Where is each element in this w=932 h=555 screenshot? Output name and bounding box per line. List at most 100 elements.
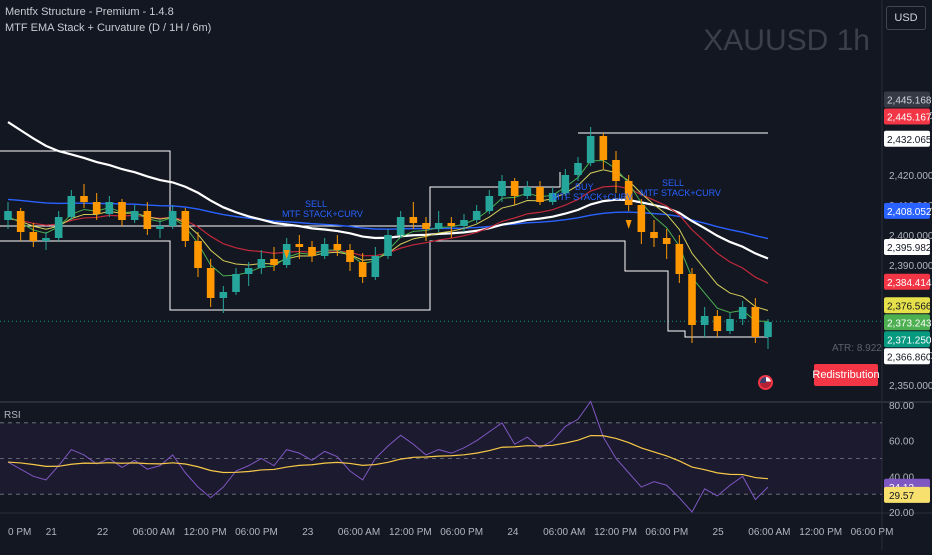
candle-body <box>244 268 253 274</box>
candle-body <box>320 244 329 256</box>
candle-body <box>498 181 506 196</box>
candle-body <box>700 316 709 325</box>
time-tick-label: 06:00 AM <box>338 527 380 538</box>
time-tick-label: 23 <box>302 527 314 538</box>
candle-body <box>206 268 215 298</box>
candle-body <box>751 307 760 337</box>
candle-body <box>308 247 316 256</box>
sell-arrow-marker <box>283 250 290 259</box>
candle-body <box>662 238 671 244</box>
candle-body <box>29 232 38 241</box>
price-tick-label: 2,350.000 <box>889 381 932 392</box>
candle-body <box>4 211 12 220</box>
rsi-tick-label: 20.00 <box>889 508 914 519</box>
rsi-pane-label[interactable]: RSI <box>4 410 21 421</box>
redistribution-badge[interactable]: Redistribution <box>812 364 880 386</box>
time-tick-label: 24 <box>507 527 519 538</box>
price-badge: 2,445.168 <box>887 95 932 106</box>
candle-body <box>675 244 684 274</box>
candle-body <box>422 223 430 229</box>
candle-body <box>548 193 557 202</box>
price-badge-bg <box>884 239 930 256</box>
candle-body <box>80 196 88 202</box>
candle-body <box>409 217 418 223</box>
candle-body <box>472 211 481 220</box>
time-tick-label: 06:00 PM <box>440 527 483 538</box>
candle-body <box>536 187 544 202</box>
time-tick-label: 25 <box>713 527 725 538</box>
candle-body <box>16 211 25 232</box>
rsi-badge: 29.57 <box>889 491 914 502</box>
time-tick-label: 12:00 PM <box>184 527 227 538</box>
sell-arrow-marker-2 <box>625 220 632 229</box>
price-tick-label: 2,420.000 <box>889 171 932 182</box>
sell-signal-label: SELL <box>305 199 328 209</box>
candle-body <box>599 136 608 160</box>
price-badge-bg <box>884 108 930 125</box>
price-badge-bg <box>884 348 930 365</box>
time-tick-label: 06:00 AM <box>748 527 790 538</box>
candle-body <box>523 187 532 196</box>
candle-body <box>624 181 633 205</box>
buy-signal-sublabel: MTF STACK+CURV <box>552 192 633 202</box>
rsi-line <box>7 400 769 513</box>
candle-body <box>257 259 266 268</box>
candle-body <box>396 217 405 235</box>
price-tick-label: 2,400.000 <box>889 231 932 242</box>
price-badge-bg <box>884 314 930 331</box>
candle-body <box>67 196 76 217</box>
structure-box-1 <box>0 150 171 227</box>
price-badge: 2,395.982 <box>887 243 932 254</box>
candle-body <box>460 220 468 226</box>
time-tick-label: 12:00 PM <box>594 527 637 538</box>
candle-body <box>371 256 380 277</box>
price-badge-bg <box>884 202 930 219</box>
candle-body <box>232 274 240 292</box>
rsi-tick-label: 40.00 <box>889 472 914 483</box>
candle-body <box>738 307 747 319</box>
time-tick-label: 06:00 AM <box>133 527 175 538</box>
candle-body <box>561 175 570 193</box>
rsi-ma-line <box>7 434 769 480</box>
us-flag-icon[interactable] <box>758 375 773 390</box>
candle-body <box>764 322 772 337</box>
candle-body <box>42 238 50 241</box>
price-badge: 2,373.243 <box>887 318 932 329</box>
candle-body <box>346 250 354 262</box>
indicator-legend-structure[interactable]: Mentfx Structure - Premium - 1.4.8 <box>5 6 174 18</box>
time-tick-label: 22 <box>97 527 109 538</box>
candle-body <box>295 244 304 247</box>
indicator-legend-ema-stack[interactable]: MTF EMA Stack + Curvature (D / 1H / 6m) <box>5 22 212 34</box>
candle-body <box>92 202 101 214</box>
price-badge-bg <box>884 331 930 348</box>
candle-body <box>358 262 367 277</box>
price-badge: 2,371.250 <box>887 335 932 346</box>
candle-body <box>156 226 164 229</box>
price-badge: 2,366.860 <box>887 352 932 363</box>
time-tick-label: 12:00 PM <box>799 527 842 538</box>
candle-body <box>333 244 342 250</box>
time-tick-label: 06:00 PM <box>645 527 688 538</box>
time-tick-label: 12:00 PM <box>389 527 432 538</box>
time-tick-label: 06:00 PM <box>235 527 278 538</box>
candle-body <box>194 241 202 268</box>
structure-box-2 <box>0 240 540 311</box>
sell-signal-sublabel: MTF STACK+CURV <box>282 209 363 219</box>
candle-body <box>574 163 582 175</box>
candle-body <box>143 211 152 229</box>
candle-body <box>384 235 392 256</box>
candle-body <box>637 205 646 232</box>
candle-body <box>688 274 696 325</box>
currency-button[interactable]: USD <box>886 6 926 30</box>
candle-body <box>130 211 139 220</box>
rsi-tick-label: 80.00 <box>889 401 914 412</box>
price-badge: 2,376.566 <box>887 301 932 312</box>
time-tick-label: 06:00 AM <box>543 527 585 538</box>
price-badge-bg <box>884 273 930 290</box>
candle-body <box>447 223 456 226</box>
price-badge: 2,432.065 <box>887 135 932 146</box>
buy-signal-label: BUY <box>575 182 594 192</box>
candle-body <box>650 232 658 238</box>
